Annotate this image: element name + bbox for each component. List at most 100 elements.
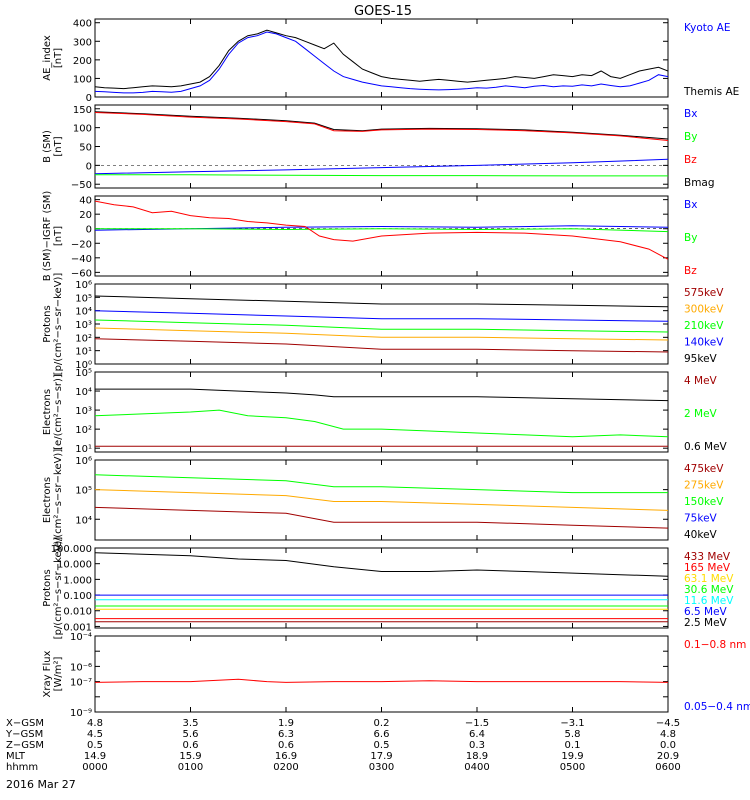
x-tick-label: 0.6 <box>278 740 294 751</box>
x-tick-label: 18.9 <box>466 751 488 762</box>
y-tick-label: 10⁴ <box>75 387 92 398</box>
x-row-label: Z−GSM <box>6 740 44 751</box>
y-tick-label: −20 <box>71 239 92 250</box>
y-tick-label: 10² <box>75 425 92 436</box>
x-tick-label: 17.9 <box>370 751 392 762</box>
y-tick-label: 40 <box>79 196 92 207</box>
y-tick-label: 10⁵ <box>75 293 92 304</box>
panel-protons_high: 0.001 0.010 0.100 1.000 10.000 100.000Protons… <box>42 537 734 640</box>
legend-entry: 40keV <box>684 529 718 541</box>
series-line-475kev <box>95 506 668 529</box>
series-line-bz <box>95 200 668 260</box>
y-tick-label: −50 <box>71 180 92 191</box>
legend-entry: 210keV <box>684 320 724 332</box>
legend-entry: 6.5 MeV <box>684 606 728 618</box>
legend-entry: Themis AE <box>683 86 739 98</box>
y-tick-label: 10¹ <box>75 444 92 455</box>
legend-entry: 275keV <box>684 480 724 492</box>
x-tick-label: 0.2 <box>374 718 390 729</box>
y-tick-label: 50 <box>79 143 92 154</box>
legend-entry: By <box>684 131 697 143</box>
x-axis-table: X−GSM 4.8 3.5 1.9 0.2 −1.5 −3.1 −4.5 Y−GSM 4.5 5.6… <box>5 718 681 773</box>
y-tick-label: 400 <box>73 19 92 30</box>
y-tick-label: 200 <box>73 56 92 67</box>
legend-entry: 95keV <box>684 353 718 365</box>
y-tick-label: 10⁻⁴ <box>70 632 92 643</box>
legend-entry: 2.5 MeV <box>684 617 728 629</box>
y-axis-label: Electrons[e/(cm²−s−sr)] <box>42 374 64 450</box>
panel-xray: 10⁻⁹ 10⁻⁷ 10⁻⁶ 10⁻⁴ Xray Flux[W/m²] 0.1−0.8 n… <box>42 632 750 719</box>
y-axis-label: B (SM)[nT] <box>42 130 64 163</box>
figure-title: GOES-15 <box>354 4 412 19</box>
x-tick-label: 0400 <box>464 762 489 773</box>
y-tick-label: 150 <box>73 105 92 116</box>
x-tick-label: 0500 <box>560 762 585 773</box>
y-tick-label: 10⁻⁷ <box>70 678 92 689</box>
y-tick-label: 10⁵ <box>75 486 92 497</box>
x-tick-label: 0100 <box>178 762 203 773</box>
y-tick-label: 10.000 <box>57 560 92 571</box>
y-tick-label: 10⁴ <box>75 307 92 318</box>
y-tick-label: 0.010 <box>63 607 92 618</box>
panel-frame <box>94 459 669 541</box>
y-tick-label: 10⁻⁹ <box>70 708 92 719</box>
x-tick-label: 0.5 <box>87 740 103 751</box>
legend-entry: 165 MeV <box>684 562 731 574</box>
series-line-bx <box>95 158 668 175</box>
legend-entry: Bx <box>684 199 697 211</box>
legend-entry: 63.1 MeV <box>684 573 734 585</box>
date-label: 2016 Mar 27 <box>6 778 76 791</box>
x-row-label: Y−GSM <box>5 729 43 740</box>
panel-frame <box>94 547 669 629</box>
y-tick-label: −40 <box>71 254 92 265</box>
legend-entry: 75keV <box>684 513 718 525</box>
x-tick-label: 3.5 <box>183 718 199 729</box>
series-line-140kev <box>95 310 668 322</box>
y-tick-label: −60 <box>71 268 92 279</box>
y-tick-label: 10² <box>75 333 92 344</box>
series-line-210kev <box>95 319 668 333</box>
y-tick-label: 10⁻⁶ <box>70 662 92 673</box>
x-tick-label: 1.9 <box>278 718 294 729</box>
legend-entry: 475keV <box>684 463 724 475</box>
x-tick-label: 19.9 <box>561 751 583 762</box>
x-tick-label: 4.5 <box>87 729 103 740</box>
series-line-themis-ae <box>95 29 668 90</box>
panel-bigrf: −60 −40 −20 0 20 40 B (SM)−IGRF (SM)[nT] Bx By Bz <box>42 191 697 282</box>
series-line-2-mev <box>95 409 668 438</box>
x-tick-label: −4.5 <box>656 718 680 729</box>
series-line-bz <box>95 112 668 141</box>
series-line-150kev <box>95 474 668 494</box>
series-line-kyoto-ae <box>95 31 668 94</box>
series-line-0-6-mev <box>95 388 668 402</box>
x-tick-label: 20.9 <box>657 751 679 762</box>
x-tick-label: 6.3 <box>278 729 294 740</box>
y-tick-label: 10³ <box>75 320 92 331</box>
x-row-label: MLT <box>6 751 26 762</box>
legend-entry: By <box>684 232 697 244</box>
legend-entry: Bz <box>684 265 697 277</box>
y-tick-label: 0 <box>86 161 92 172</box>
y-tick-label: 10³ <box>75 406 92 417</box>
legend-entry: 30.6 MeV <box>684 584 734 596</box>
x-tick-label: 5.6 <box>183 729 199 740</box>
x-tick-label: 5.8 <box>565 729 581 740</box>
x-tick-label: 6.4 <box>469 729 485 740</box>
legend-entry: 575keV <box>684 287 724 299</box>
legend-entry: 4 MeV <box>684 375 718 387</box>
legend-entry: 0.6 MeV <box>684 441 728 453</box>
x-tick-label: 16.9 <box>275 751 297 762</box>
panel-protons_low: 10⁰ 10¹ 10² 10³ 10⁴ 10⁵ 10⁶ Protons[p/(cm²−s−sr… <box>42 273 724 376</box>
panel-bsm: −50 0 50 100 150 B (SM)[nT] Bx By Bz Bmag <box>42 104 715 191</box>
y-tick-label: 10⁴ <box>75 515 92 526</box>
panel-electrons_kev: 10⁴ 10⁵ 10⁶ Electrons[e/(cm²−s−sr−keV)] 475k… <box>42 449 724 552</box>
series-line-2-5-mev <box>95 552 668 577</box>
legend-entry: Bmag <box>684 177 715 189</box>
x-tick-label: 4.8 <box>87 718 103 729</box>
series-line-0-1-0-8-nm <box>95 678 668 683</box>
panel-frame <box>94 635 669 713</box>
series-line-95kev <box>95 295 668 308</box>
legend-entry: Bz <box>684 154 697 166</box>
